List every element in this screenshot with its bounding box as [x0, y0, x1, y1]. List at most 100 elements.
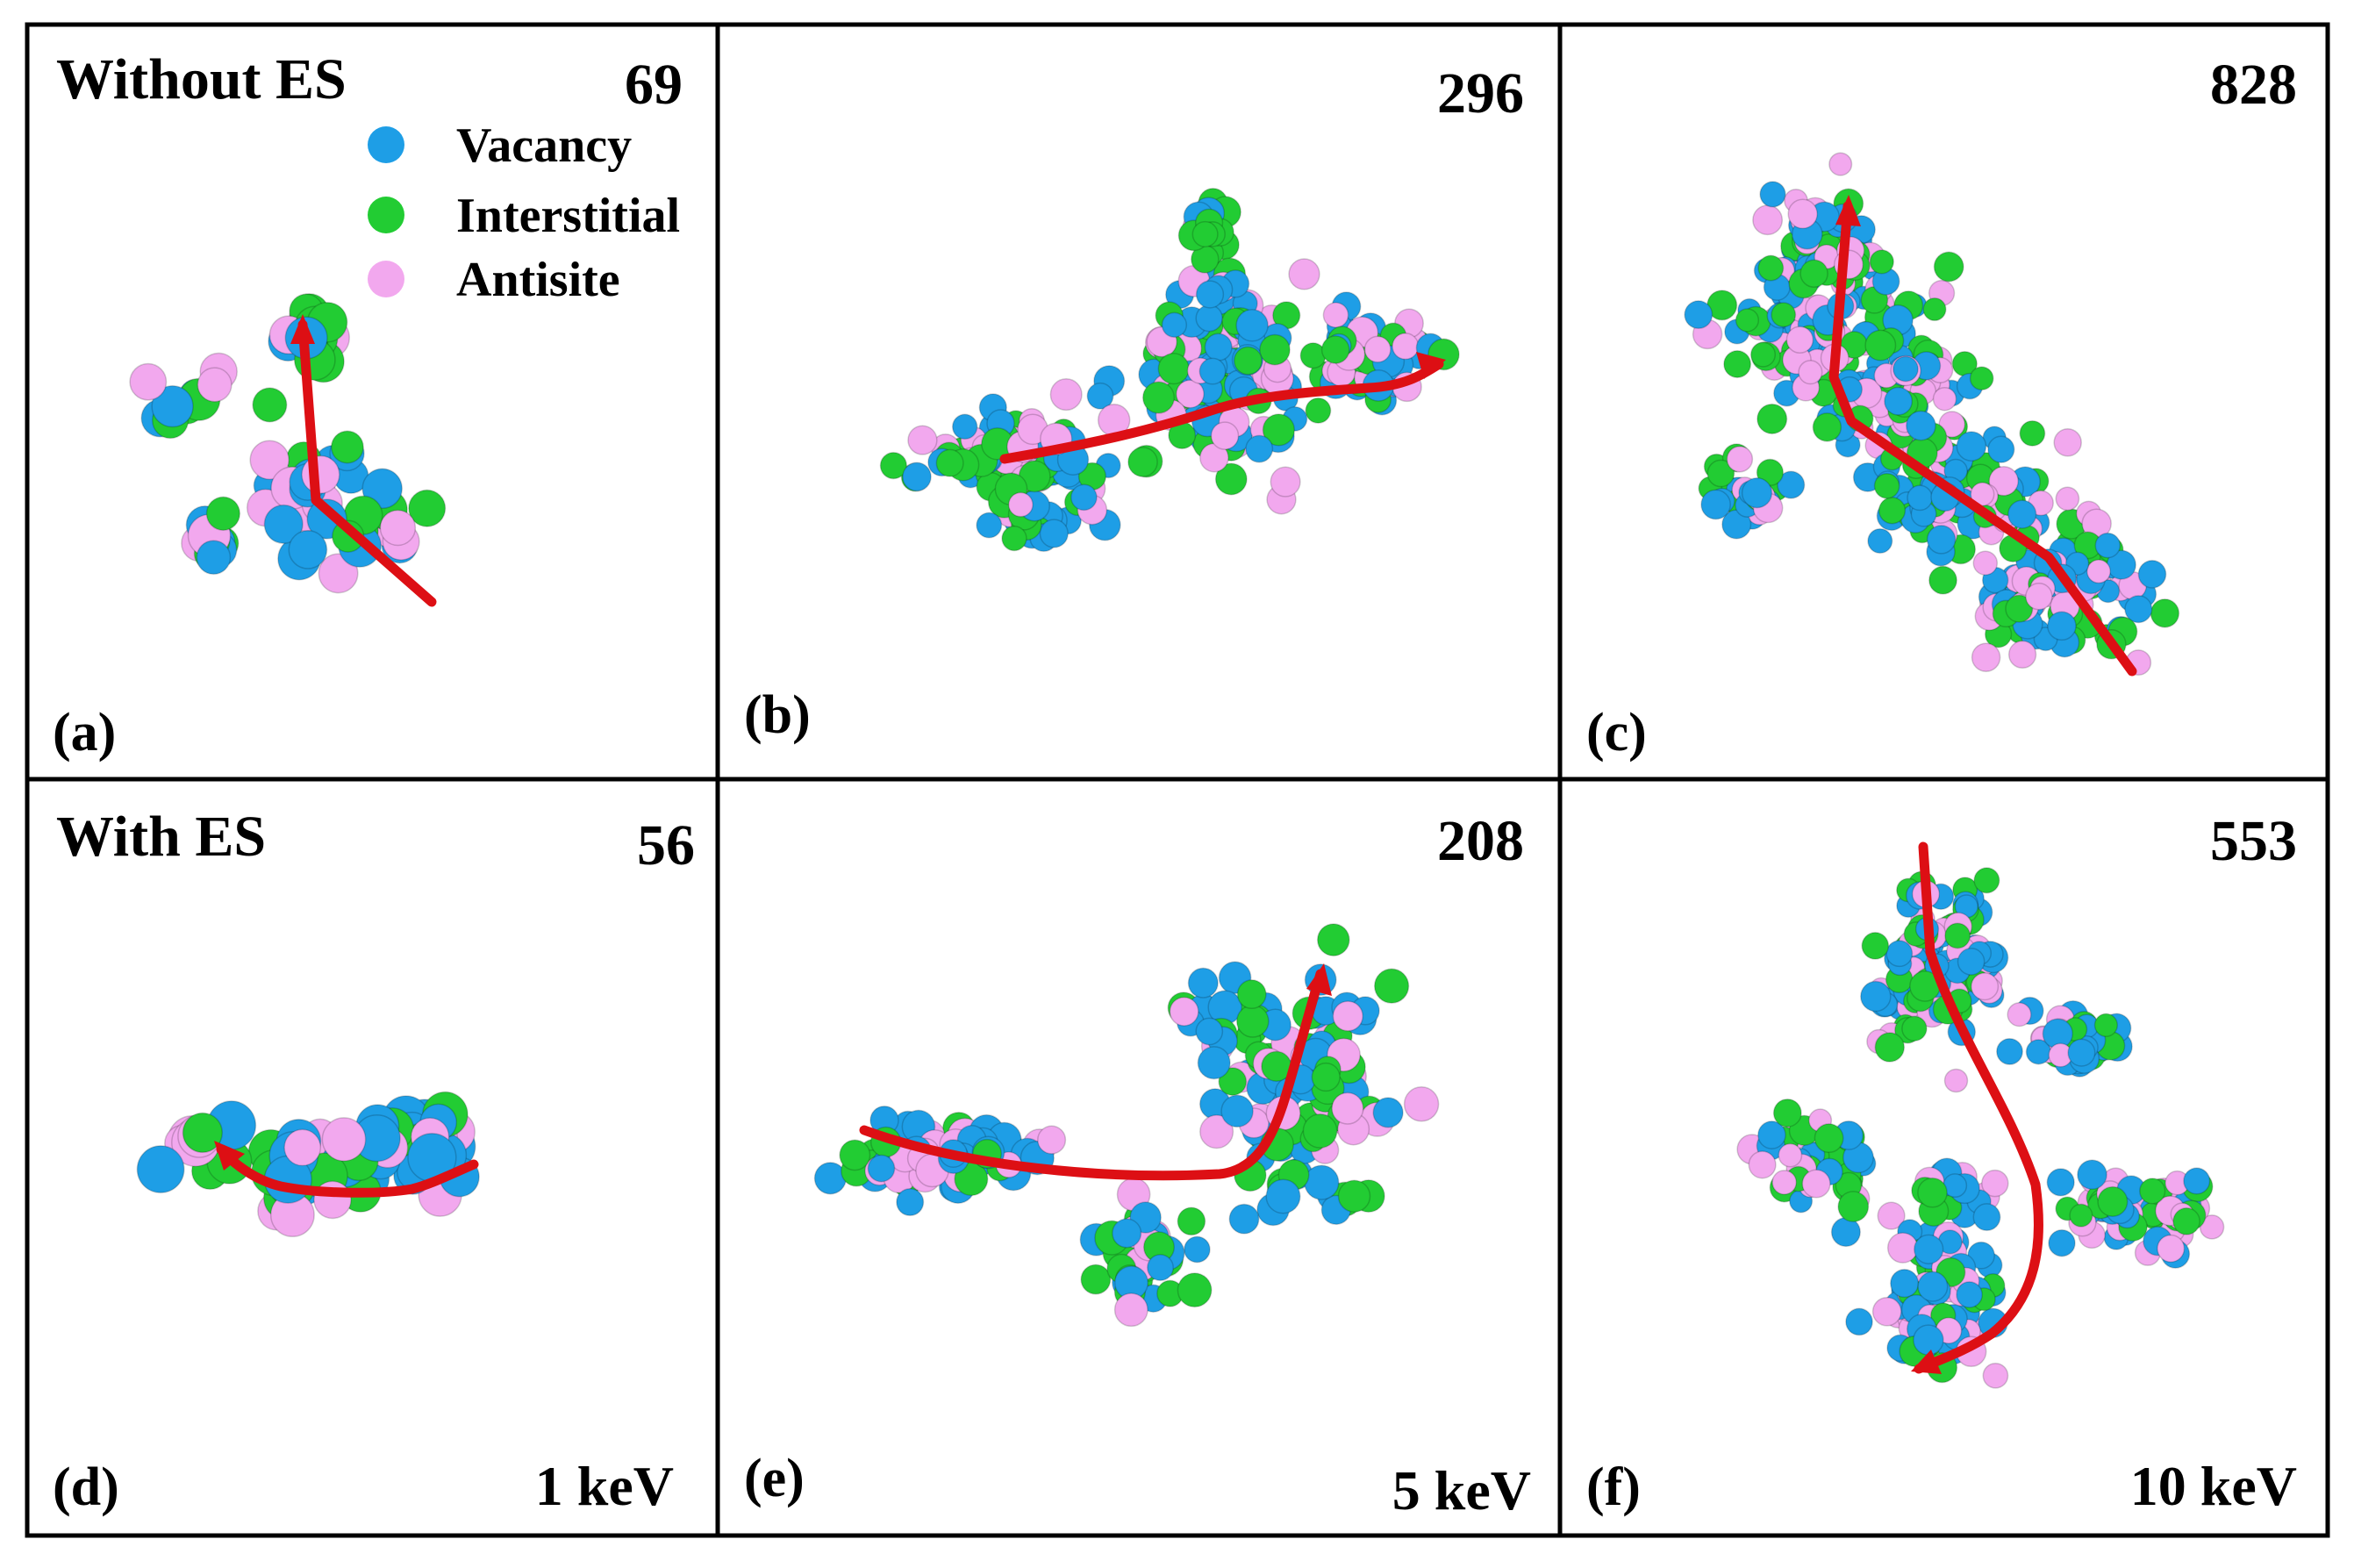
panel-e-letter: (e) — [744, 1449, 805, 1508]
panel-c-track-arrow — [1828, 195, 2137, 677]
panel-c-antisite-sphere — [2053, 428, 2082, 457]
panel-f-vacancy-sphere — [1917, 1271, 1949, 1302]
panel-f-interstitial-sphere — [2139, 1178, 2166, 1205]
panel-a-antisite-sphere — [379, 509, 417, 547]
panel-e-vacancy-sphere — [896, 1187, 925, 1217]
panel-c-letter: (c) — [1586, 703, 1647, 763]
panel-e-interstitial-sphere — [1080, 1264, 1112, 1295]
panel-b-vacancy-sphere — [1039, 519, 1069, 548]
panel-c-antisite-sphere — [1787, 198, 1818, 230]
panel-c-vacancy-sphere — [2007, 499, 2037, 529]
panel-e-interstitial-sphere — [1302, 1113, 1338, 1149]
panel-e-vacancy-sphere — [1187, 967, 1219, 999]
panel-f-antisite-sphere — [1943, 1068, 1969, 1093]
panel-c-interstitial-sphere — [1723, 350, 1752, 378]
panel-c-antisite-sphere — [1938, 411, 1966, 438]
panel-e-antisite-sphere — [1169, 996, 1199, 1027]
panel-b-vacancy-sphere — [1070, 483, 1098, 512]
panel-b-vacancy-sphere — [1204, 333, 1233, 362]
panel-a-count: 69 — [625, 53, 683, 117]
panel-f-interstitial-sphere — [2172, 1207, 2200, 1235]
panel-c-antisite-sphere — [1752, 204, 1784, 236]
panel-c-interstitial-sphere — [1771, 302, 1797, 328]
panel-d-energy: 1 keV — [535, 1455, 674, 1517]
panel-e-vacancy-sphere — [1372, 1097, 1404, 1128]
panel-e-vacancy-sphere — [1184, 1235, 1211, 1264]
panel-e-antisite-sphere — [1113, 1292, 1148, 1328]
panel-c-vacancy-sphere — [1884, 386, 1914, 416]
panel-c-vacancy-sphere — [1867, 527, 1893, 555]
panel-c-antisite-sphere — [2055, 486, 2080, 512]
panel-e-track-arrow — [859, 963, 1332, 1181]
panel-f-energy: 10 keV — [2130, 1455, 2297, 1517]
panel-c-interstitial-sphere — [1933, 251, 1964, 283]
panel-a-interstitial-sphere — [252, 387, 288, 423]
panel-b-antisite-sphere — [1288, 258, 1320, 290]
legend-vacancy-marker — [368, 126, 404, 163]
panel-f-antisite-sphere — [2007, 1002, 2032, 1027]
panel-f-vacancy-sphere — [1913, 1324, 1944, 1356]
panel-f-vacancy-sphere — [2183, 1167, 2211, 1195]
panel-d-antisite-sphere — [321, 1117, 367, 1162]
panel-f-count: 553 — [2210, 809, 2297, 873]
panel-e-antisite-sphere — [1332, 1000, 1363, 1032]
panel-c-antisite-sphere — [1828, 152, 1853, 176]
panel-a-antisite-sphere — [301, 455, 340, 495]
panel-c-vacancy-sphere — [1987, 435, 2015, 463]
panel-e-interstitial-sphere — [1177, 1272, 1213, 1308]
panel-b-vacancy-sphere — [1235, 309, 1269, 342]
panel-f-interstitial-sphere — [1814, 1123, 1844, 1154]
panel-b-vacancy-sphere — [1195, 304, 1223, 333]
panel-e-vacancy-sphere — [1220, 1094, 1254, 1128]
panel-f-antisite-sphere — [1971, 972, 2000, 1001]
panel-c-vacancy-sphere — [1893, 355, 1919, 383]
legend-antisite-marker — [368, 261, 404, 297]
panel-c-antisite-sphere — [1932, 386, 1957, 412]
panel-f-vacancy-sphere — [2046, 1168, 2075, 1197]
panel-a-antisite-sphere — [197, 367, 233, 403]
panel-d-defects — [136, 1091, 480, 1238]
panel-b-vacancy-sphere — [1245, 434, 1274, 463]
panel-f-interstitial-sphere — [1944, 922, 1971, 949]
panel-c-antisite-sphere — [1785, 326, 1814, 354]
panel-e-defects — [813, 923, 1440, 1328]
panel-c-interstitial-sphere — [2150, 598, 2180, 628]
panel-f-antisite-sphere — [1748, 1150, 1777, 1179]
legend-interstitial-marker — [368, 197, 404, 233]
panel-f-interstitial-sphere — [1901, 1015, 1928, 1042]
panel-b-antisite-sphere — [1007, 491, 1034, 518]
panel-f-antisite-sphere — [1771, 1170, 1798, 1195]
panel-f-interstitial-sphere — [2069, 1203, 2093, 1228]
panel-a-antisite-sphere — [318, 553, 359, 594]
panel-f-interstitial-sphere — [1837, 1191, 1870, 1223]
panel-e-count: 208 — [1437, 809, 1524, 873]
panel-f-letter: (f) — [1586, 1457, 1641, 1517]
panel-c-interstitial-sphere — [1749, 341, 1777, 368]
panel-e-vacancy-sphere — [1147, 1254, 1174, 1282]
panel-b-interstitial-sphere — [1157, 352, 1190, 385]
panel-c-vacancy-sphere — [1956, 431, 1987, 462]
panel-f-vacancy-sphere — [1914, 1234, 1944, 1264]
panel-e-antisite-sphere — [1037, 1125, 1067, 1155]
panel-f-interstitial-sphere — [1973, 867, 2000, 894]
panel-f-defects — [1736, 867, 2225, 1389]
panel-b-interstitial-sphere — [879, 451, 908, 480]
panel-f-vacancy-sphere — [1885, 940, 1914, 968]
panel-c-interstitial-sphere — [1922, 297, 1947, 322]
panel-f-interstitial-sphere — [2097, 1185, 2129, 1217]
panel-c-antisite-sphere — [1798, 360, 1823, 385]
panel-d-vacancy-sphere — [136, 1145, 185, 1194]
panel-f-vacancy-sphere — [1972, 1203, 2001, 1232]
row-title-with-es: With ES — [56, 805, 266, 869]
panel-b-interstitial-sphere — [1214, 462, 1248, 496]
panel-a-defects — [129, 293, 447, 594]
panel-c-vacancy-sphere — [1700, 489, 1731, 520]
panel-a-track-arrow — [290, 314, 437, 607]
panel-a-interstitial-sphere — [408, 489, 447, 527]
panel-c-interstitial-sphere — [1757, 254, 1785, 282]
panel-e-vacancy-sphere — [1195, 1017, 1224, 1046]
panel-d-antisite-sphere — [283, 1128, 322, 1167]
panel-e-vacancy-sphere — [1112, 1218, 1142, 1249]
panel-b-antisite-sphere — [1363, 335, 1392, 363]
panel-c-vacancy-sphere — [1906, 410, 1936, 441]
